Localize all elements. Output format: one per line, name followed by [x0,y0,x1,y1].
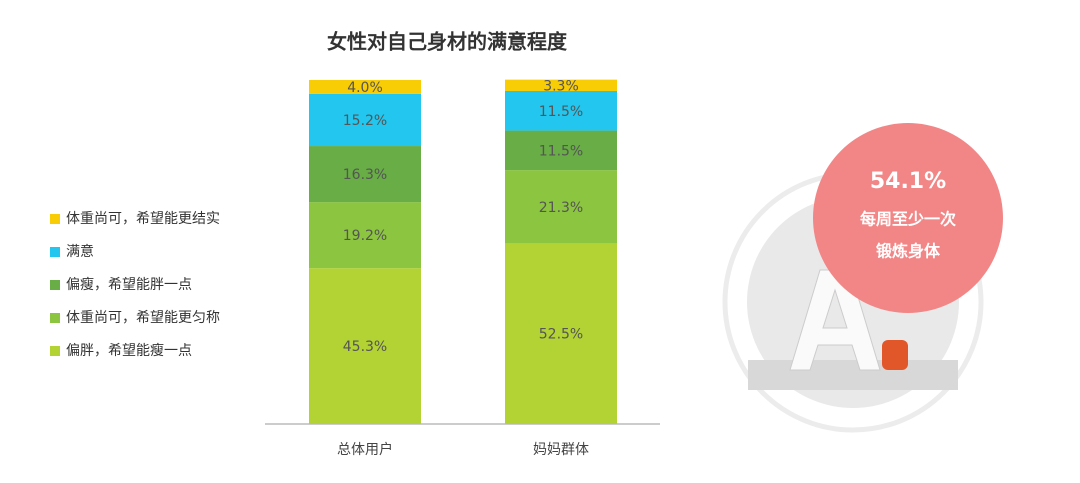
legend-swatch [50,214,60,224]
photo-badge: 54.1% 每周至少一次 锻炼身体 [722,123,1003,433]
highlight-text: 每周至少一次 [860,210,956,229]
bar-segment [309,146,421,203]
data-label: 15.2% [343,113,387,129]
data-label: 45.3% [343,339,387,355]
data-label: 11.5% [539,104,583,120]
bar-segment [309,80,421,94]
highlight-value: 54.1% [870,169,946,194]
data-label: 19.2% [343,228,387,244]
legend-label: 体重尚可，希望能更匀称 [66,310,220,326]
bar-segment [505,130,617,171]
legend-swatch [50,280,60,290]
bar-segment [309,268,421,424]
data-label: 52.5% [539,327,583,343]
data-label: 16.3% [343,167,387,183]
x-tick-label: 妈妈群体 [533,442,589,458]
legend-swatch [50,313,60,323]
bar-segment [309,93,421,147]
legend-label: 满意 [66,243,94,260]
bar-segment [505,79,617,92]
legend-label: 偏胖，希望能瘦一点 [66,342,192,359]
data-label: 4.0% [347,80,383,96]
x-tick-label: 总体用户 [337,441,393,458]
bar-segment [309,202,421,269]
data-label: 11.5% [539,143,583,159]
highlight-circle [813,123,1003,313]
legend-swatch [50,247,60,257]
data-label: 3.3% [543,78,579,94]
bar-segment [505,170,617,244]
legend-label: 体重尚可，希望能更结实 [66,211,220,227]
highlight-text: 锻炼身体 [876,242,941,261]
photo-jar [882,340,908,370]
bar-segment [505,243,617,424]
legend-swatch [50,346,60,356]
bar-segment [505,91,617,131]
photo-table [748,360,958,390]
chart-title: 女性对自己身材的满意程度 [327,30,568,54]
legend-label: 偏瘦，希望能胖一点 [66,276,192,293]
data-label: 21.3% [539,200,583,216]
